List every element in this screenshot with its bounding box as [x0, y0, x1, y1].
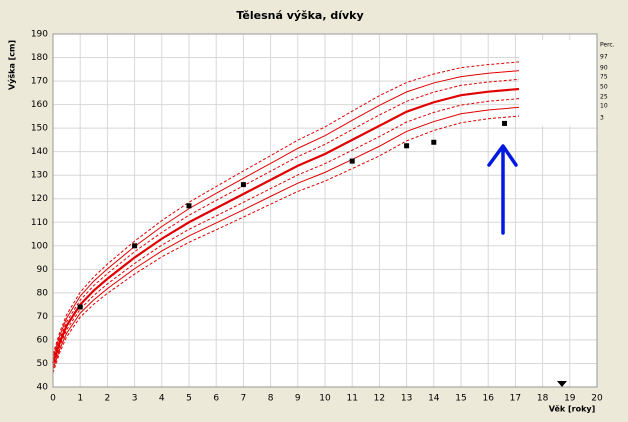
curves	[51, 60, 530, 374]
measurement-point	[186, 203, 192, 209]
x-tick-label: 16	[482, 394, 494, 404]
measurement-point	[77, 304, 83, 310]
legend-label: 90	[600, 65, 608, 72]
y-tick-label: 190	[31, 30, 48, 40]
x-tick-label: 4	[159, 394, 165, 404]
x-tick-label: 14	[428, 394, 440, 404]
percentile-curve	[52, 97, 530, 368]
x-tick-label: 1	[77, 394, 83, 404]
x-tick-label: 2	[105, 394, 111, 404]
x-tick-label: 6	[213, 394, 219, 404]
legend-box	[519, 40, 597, 126]
legend-label: 3	[600, 115, 604, 122]
y-axis-label: Výška [cm]	[7, 40, 17, 90]
legend-label: 10	[600, 103, 608, 110]
y-tick-label: 100	[31, 241, 48, 251]
x-axis-label: Věk [roky]	[549, 404, 596, 414]
y-tick-label: 80	[37, 288, 49, 298]
x-tick-label: 17	[510, 394, 521, 404]
measurement-point	[132, 243, 138, 249]
y-tick-label: 180	[31, 53, 48, 63]
x-tick-label: 0	[50, 394, 56, 404]
percentile-curve	[52, 69, 530, 358]
y-tick-label: 50	[37, 359, 49, 369]
x-tick-label: 18	[537, 394, 549, 404]
legend-label: 50	[600, 84, 608, 91]
measurement-point	[240, 182, 246, 188]
legend-label: 75	[600, 74, 608, 81]
x-tick-label: 10	[319, 394, 331, 404]
x-tick-label: 3	[132, 394, 138, 404]
measurement-point	[404, 143, 410, 149]
y-tick-label: 110	[31, 218, 48, 228]
measurement-point	[431, 139, 437, 145]
x-tick-label: 8	[268, 394, 274, 404]
legend-title: Perc.	[600, 42, 615, 49]
x-tick-label: 19	[564, 394, 576, 404]
x-tick-label: 15	[455, 394, 466, 404]
measurement-point	[502, 120, 508, 126]
grid	[52, 33, 598, 388]
y-tick-label: 140	[31, 147, 48, 157]
y-tick-label: 170	[31, 77, 48, 87]
y-tick-label: 120	[31, 194, 48, 204]
x-tick-label: 9	[295, 394, 301, 404]
x-tick-label: 13	[401, 394, 412, 404]
chart-title: Tělesná výška, dívky	[236, 9, 363, 22]
x-tick-label: 7	[241, 394, 247, 404]
points	[77, 120, 508, 310]
x-tick-label: 20	[591, 394, 603, 404]
percentile-curve	[52, 60, 530, 355]
plot-border	[52, 33, 598, 388]
arrow-annotation	[487, 144, 518, 235]
percentile-curve	[51, 87, 530, 364]
y-tick-label: 160	[31, 100, 48, 110]
x-tick-label: 5	[186, 394, 192, 404]
y-tick-label: 150	[31, 124, 48, 134]
measurement-point	[349, 158, 355, 164]
percentile-curve	[52, 77, 530, 361]
percentile-curve	[52, 105, 530, 370]
y-tick-label: 60	[37, 335, 49, 345]
x-tick-label: 12	[374, 394, 385, 404]
y-tick-label: 40	[37, 383, 49, 393]
x-tick-label: 11	[346, 394, 357, 404]
percentile-curve	[52, 114, 530, 374]
legend-label: 97	[600, 54, 608, 61]
y-tick-label: 70	[37, 312, 49, 322]
y-tick-label: 90	[37, 265, 49, 275]
age-marker	[557, 381, 567, 387]
y-tick-label: 130	[31, 171, 48, 181]
legend-label: 25	[600, 94, 608, 101]
